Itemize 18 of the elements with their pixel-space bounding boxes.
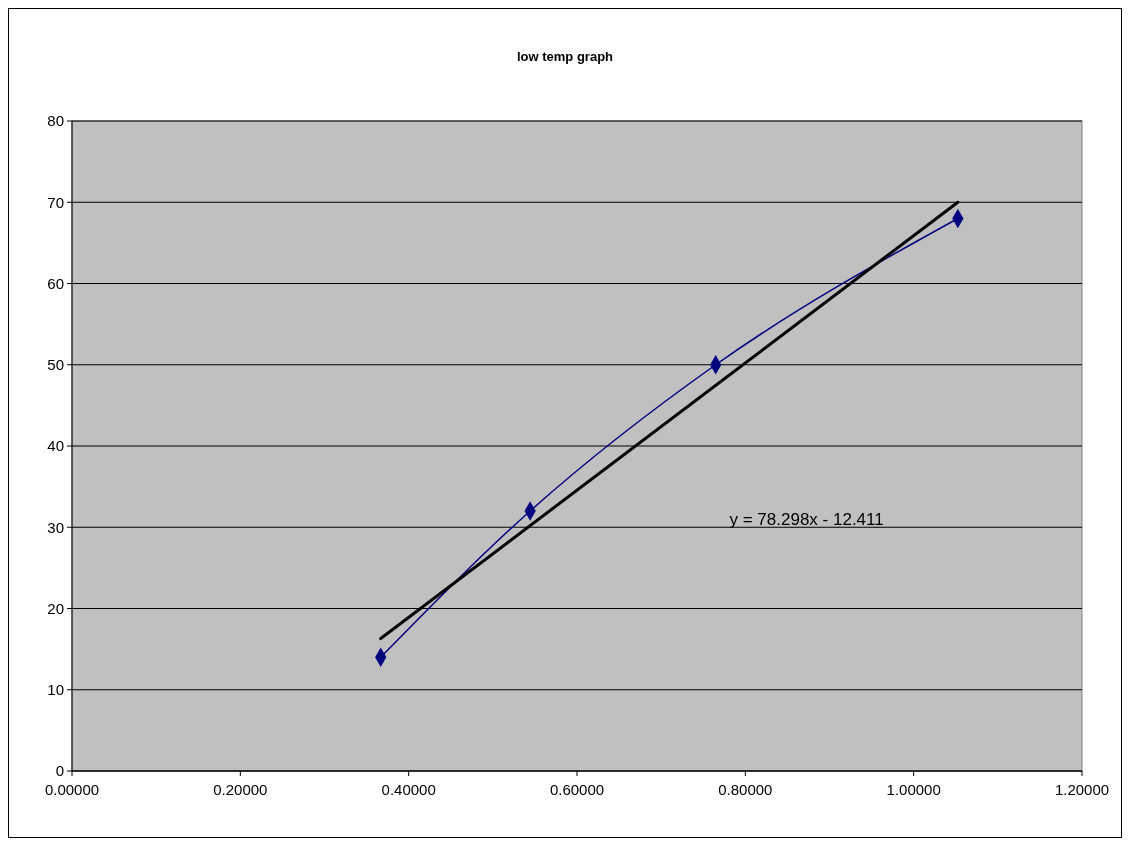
y-tick-label: 10: [47, 681, 64, 698]
y-tick-label: 40: [47, 437, 64, 455]
x-tick-label: 0.40000: [381, 781, 436, 798]
y-tick-label: 80: [47, 112, 64, 130]
y-tick-label: 20: [47, 599, 64, 617]
x-tick-label: 0.60000: [549, 781, 605, 798]
x-tick-label: 0.20000: [213, 781, 268, 798]
x-tick-label: 0.80000: [718, 781, 773, 798]
annotation: y = 78.298x - 12.411: [729, 510, 884, 530]
x-tick-label: 0.00000: [44, 781, 100, 798]
x-tick-label: 1.00000: [886, 781, 941, 798]
x-tick-label: 1.20000: [1054, 781, 1110, 798]
y-tick-label: 30: [47, 518, 64, 536]
y-tick-label: 0: [55, 762, 64, 780]
y-tick-label: 70: [47, 193, 64, 211]
y-tick-label: 50: [47, 356, 64, 373]
y-tick-label: 60: [47, 274, 64, 292]
chart-title: low temp graph: [516, 49, 614, 64]
